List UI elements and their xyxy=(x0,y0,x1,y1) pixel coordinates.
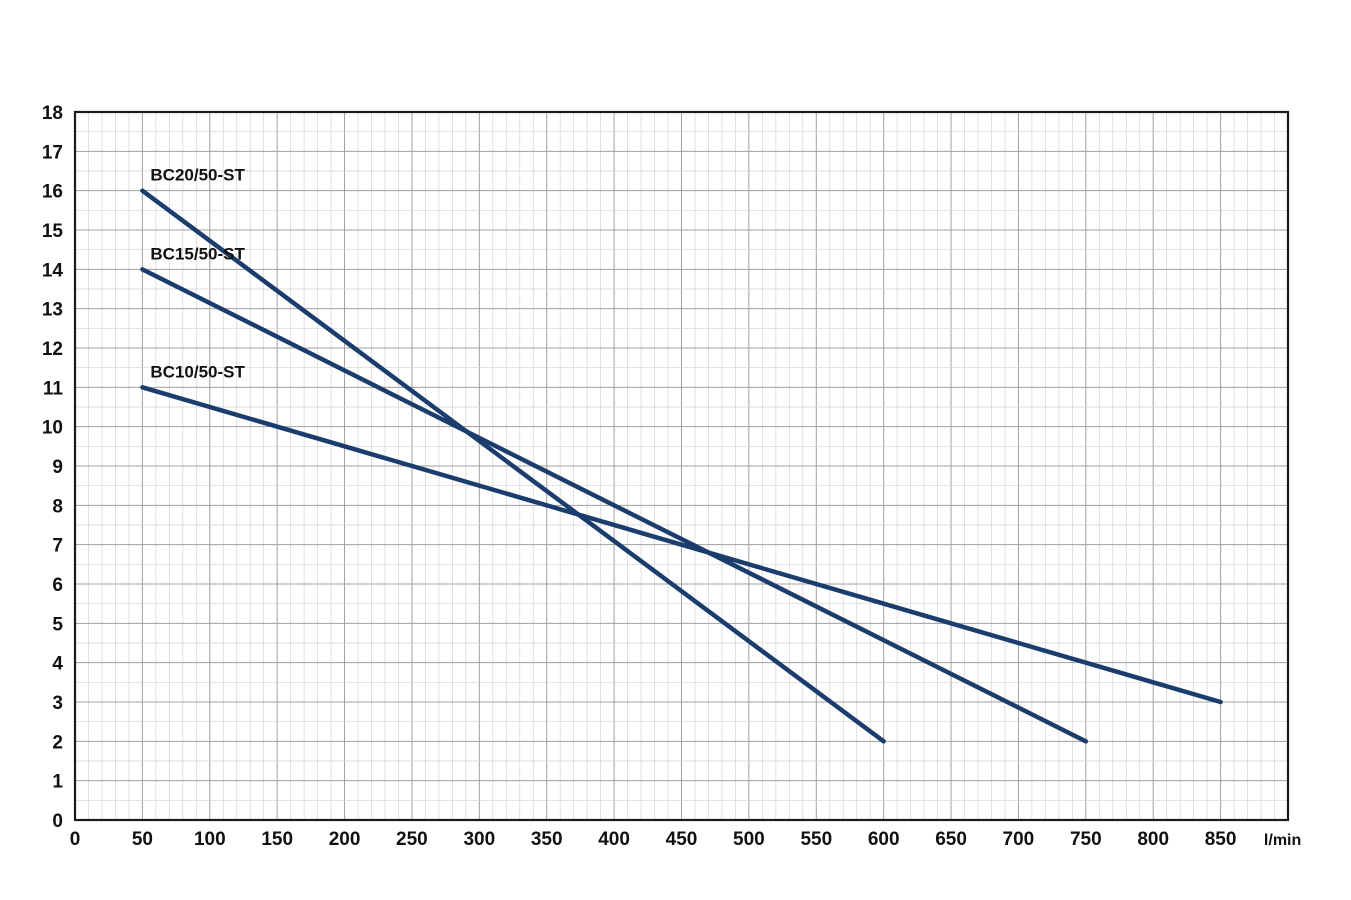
svg-text:700: 700 xyxy=(1003,829,1035,850)
svg-text:150: 150 xyxy=(261,829,293,850)
svg-text:550: 550 xyxy=(800,829,832,850)
svg-text:BC20/50-ST: BC20/50-ST xyxy=(150,166,245,185)
svg-text:350: 350 xyxy=(531,829,563,850)
svg-text:4: 4 xyxy=(52,654,63,675)
svg-text:7: 7 xyxy=(52,536,63,557)
svg-text:300: 300 xyxy=(463,829,495,850)
svg-text:BC15/50-ST: BC15/50-ST xyxy=(150,244,245,263)
svg-text:17: 17 xyxy=(42,142,63,163)
svg-text:l/min: l/min xyxy=(1264,832,1301,849)
svg-text:14: 14 xyxy=(42,260,64,281)
svg-text:850: 850 xyxy=(1205,829,1237,850)
svg-text:400: 400 xyxy=(598,829,630,850)
svg-text:100: 100 xyxy=(194,829,226,850)
svg-text:BC10/50-ST: BC10/50-ST xyxy=(150,362,245,381)
svg-text:750: 750 xyxy=(1070,829,1102,850)
svg-text:18: 18 xyxy=(42,103,63,124)
svg-text:15: 15 xyxy=(42,221,64,242)
svg-text:600: 600 xyxy=(868,829,900,850)
svg-text:0: 0 xyxy=(52,811,63,832)
svg-text:5: 5 xyxy=(52,614,63,635)
svg-text:10: 10 xyxy=(42,418,63,439)
svg-text:16: 16 xyxy=(42,182,63,203)
svg-text:200: 200 xyxy=(329,829,361,850)
svg-text:11: 11 xyxy=(43,378,64,399)
svg-text:0: 0 xyxy=(70,829,81,850)
svg-text:12: 12 xyxy=(42,339,63,360)
svg-text:800: 800 xyxy=(1137,829,1169,850)
svg-text:250: 250 xyxy=(396,829,428,850)
svg-text:2: 2 xyxy=(52,732,63,753)
svg-text:50: 50 xyxy=(132,829,153,850)
svg-text:9: 9 xyxy=(52,457,63,478)
svg-text:450: 450 xyxy=(666,829,698,850)
svg-text:3: 3 xyxy=(52,693,63,714)
svg-text:6: 6 xyxy=(52,575,63,596)
svg-text:500: 500 xyxy=(733,829,765,850)
svg-text:8: 8 xyxy=(52,496,63,517)
svg-text:650: 650 xyxy=(935,829,967,850)
svg-text:13: 13 xyxy=(42,300,63,321)
svg-text:1: 1 xyxy=(52,772,63,793)
